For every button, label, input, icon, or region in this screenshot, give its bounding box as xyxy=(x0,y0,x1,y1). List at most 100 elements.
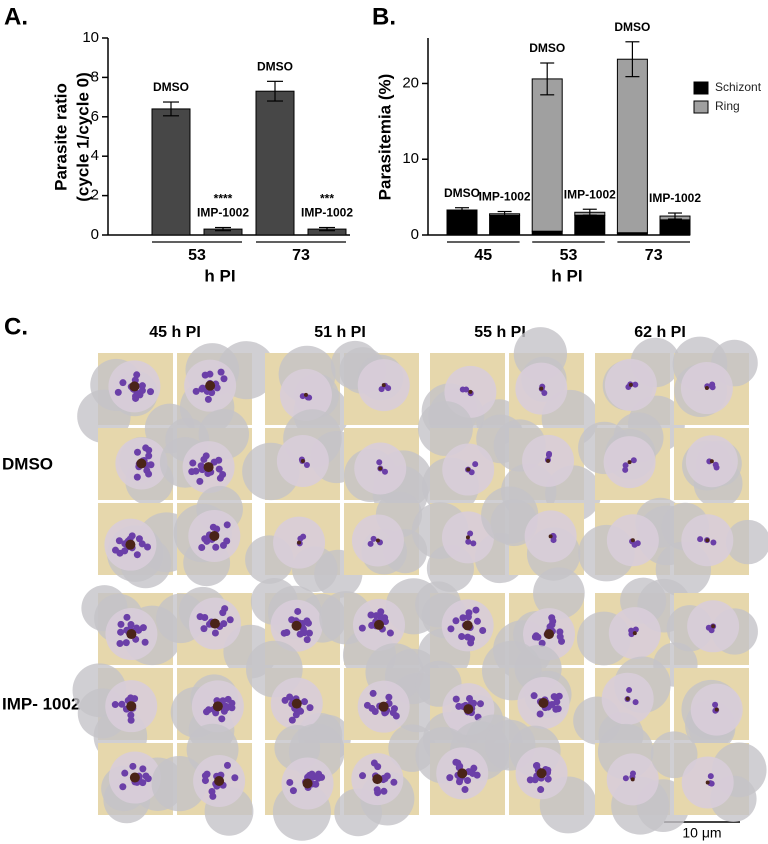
parasite xyxy=(709,384,716,391)
y-tick-label: 0 xyxy=(411,226,419,243)
parasite xyxy=(536,710,544,718)
group-label: 73 xyxy=(645,247,663,264)
parasite xyxy=(297,535,304,542)
parasite xyxy=(188,468,196,476)
pigment xyxy=(705,538,710,543)
parasite xyxy=(367,611,375,619)
legend-swatch xyxy=(693,100,709,114)
parasite xyxy=(472,606,480,614)
parasite xyxy=(381,468,388,475)
parasite xyxy=(224,695,232,703)
bar-label: IMP-1002 xyxy=(564,187,616,201)
parasite xyxy=(622,466,629,473)
parasite xyxy=(201,772,209,780)
legend-label: Ring xyxy=(715,99,740,113)
parasite xyxy=(119,783,127,791)
parasite xyxy=(377,608,385,616)
parasite xyxy=(390,705,398,713)
parasite xyxy=(216,474,224,482)
micrograph-tile xyxy=(330,340,419,425)
parasite xyxy=(231,774,239,782)
parasite xyxy=(447,625,455,633)
column-label: 51 h PI xyxy=(314,324,366,341)
parasite xyxy=(378,614,386,622)
bar-label: DMSO xyxy=(614,20,650,34)
rbc xyxy=(533,567,585,620)
parasite xyxy=(218,715,226,723)
parasite xyxy=(116,640,124,648)
parasite xyxy=(213,525,221,533)
parasite xyxy=(139,765,147,773)
pigment xyxy=(378,466,383,471)
parasite xyxy=(538,639,546,647)
parasite xyxy=(219,609,227,617)
pigment xyxy=(544,629,555,640)
y-axis-label: (cycle 1/cycle 0) xyxy=(73,72,92,201)
parasite xyxy=(289,787,297,795)
parasite xyxy=(452,695,460,703)
micrograph-tile xyxy=(653,593,758,687)
micrograph-tile xyxy=(245,503,363,598)
micrograph-tile xyxy=(481,486,584,581)
parasite xyxy=(133,371,141,379)
parasite xyxy=(550,693,558,701)
micrograph-tile xyxy=(672,336,758,425)
micrograph-tile xyxy=(655,502,768,598)
parasite xyxy=(386,629,394,637)
y-tick-label: 6 xyxy=(91,108,99,125)
parasite xyxy=(198,543,206,551)
parasite xyxy=(479,627,487,634)
parasite xyxy=(314,774,322,782)
bar-segment xyxy=(531,230,563,236)
pigment xyxy=(466,467,471,472)
parasite xyxy=(127,621,135,629)
parasite xyxy=(144,543,152,551)
parasite xyxy=(555,692,563,700)
parasite xyxy=(370,535,377,542)
parasite xyxy=(127,694,135,702)
bar-label: DMSO xyxy=(153,80,189,94)
pigment xyxy=(378,701,389,712)
parasite xyxy=(548,700,556,708)
rbc xyxy=(725,519,768,565)
parasite xyxy=(280,629,288,637)
parasite xyxy=(217,368,225,376)
group-label: 53 xyxy=(188,247,206,264)
parasite xyxy=(534,633,542,641)
parasite xyxy=(456,762,464,770)
bar-label: IMP-1002 xyxy=(479,190,531,204)
bar-label: IMP-1002 xyxy=(301,206,353,220)
pigment xyxy=(205,380,216,391)
pigment xyxy=(372,774,383,785)
x-axis-label: h PI xyxy=(551,266,582,285)
panel-label: A. xyxy=(4,3,28,30)
parasite xyxy=(304,619,312,627)
legend-label: Schizont xyxy=(715,80,762,94)
parasite xyxy=(138,382,146,390)
parasite xyxy=(297,707,305,715)
pigment xyxy=(546,458,551,463)
pigment xyxy=(457,768,468,779)
bar-label: IMP-1002 xyxy=(197,206,249,220)
micrograph-tile xyxy=(170,668,252,754)
parasite xyxy=(446,774,454,782)
bar-segment xyxy=(616,58,648,234)
parasite xyxy=(196,613,204,621)
panel-label: C. xyxy=(4,313,28,340)
parasite xyxy=(127,716,135,724)
parasite xyxy=(385,385,392,392)
pigment xyxy=(374,619,385,630)
pigment xyxy=(465,535,470,540)
parasite xyxy=(367,540,374,547)
pigment xyxy=(709,459,714,464)
micrograph-tile xyxy=(650,731,767,823)
parasite xyxy=(459,614,467,622)
y-axis-label: Parasitemia (%) xyxy=(375,74,394,201)
parasite xyxy=(112,546,120,554)
parasite xyxy=(200,455,208,463)
x-axis-label: h PI xyxy=(204,266,235,285)
parasite xyxy=(117,620,125,628)
parasite xyxy=(383,772,391,780)
y-axis-label: Parasite ratio xyxy=(51,83,70,191)
parasite xyxy=(455,778,463,786)
